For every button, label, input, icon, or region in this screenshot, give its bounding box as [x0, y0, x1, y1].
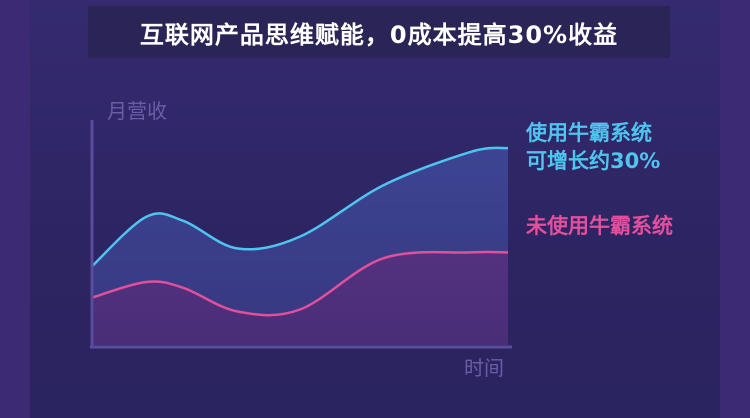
- series-line-with-system: [91, 146, 509, 268]
- left-edge-panel: [0, 0, 30, 418]
- series-line-without-system: [91, 250, 509, 317]
- title-banner: 互联网产品思维赋能，0成本提高30%收益: [88, 6, 670, 58]
- legend-text-line: 未使用牛霸系统: [526, 214, 673, 238]
- x-axis-label: 时间: [464, 356, 504, 380]
- legend-without-system: 未使用牛霸系统: [526, 214, 673, 238]
- y-axis-label: 月营收: [107, 99, 167, 123]
- legend-text-line: 使用牛霸系统: [525, 121, 652, 145]
- page-title: 互联网产品思维赋能，0成本提高30%收益: [139, 20, 619, 49]
- legend-text-line: 可增长约30%: [526, 149, 660, 173]
- area-without-system: [92, 251, 508, 345]
- right-edge-panel: [720, 0, 750, 418]
